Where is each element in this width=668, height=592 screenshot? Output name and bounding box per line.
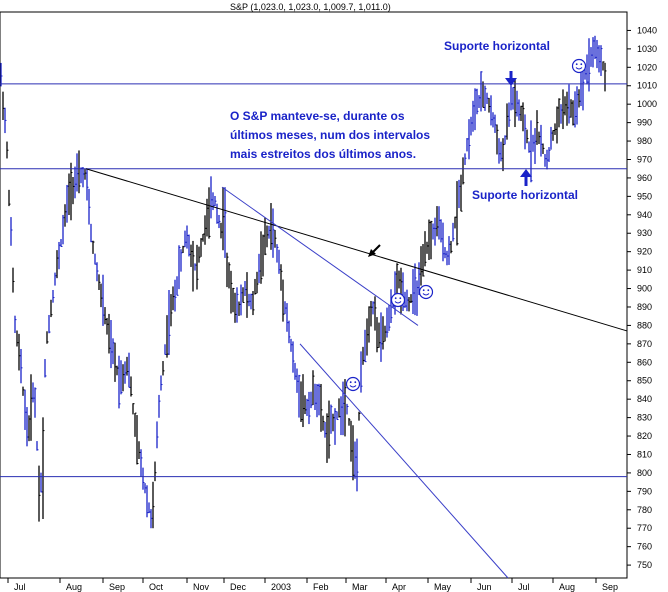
y-tick-label: 1040 [637, 25, 657, 35]
smiley-mouth [349, 385, 357, 388]
smiley-face [345, 376, 361, 392]
smiley-icon [390, 292, 406, 308]
smiley-face [390, 292, 406, 308]
smiley-mouth [422, 293, 430, 296]
y-tick-label: 760 [637, 542, 652, 552]
y-tick-label: 790 [637, 486, 652, 496]
y-tick-label: 990 [637, 118, 652, 128]
up-arrow-icon [520, 169, 532, 186]
x-tick-label: Sep [602, 582, 618, 592]
y-tick-label: 850 [637, 376, 652, 386]
y-tick-label: 780 [637, 505, 652, 515]
channel-trend-line [221, 186, 419, 326]
trend-lines [85, 168, 628, 579]
x-tick-label: Jun [477, 582, 492, 592]
y-tick-label: 810 [637, 449, 652, 459]
x-tick-label: 2003 [271, 582, 291, 592]
x-tick-label: Aug [559, 582, 575, 592]
y-tick-label: 830 [637, 413, 652, 423]
smiley-markers [345, 58, 587, 392]
x-tick-label: Nov [193, 582, 210, 592]
down-arrow-icon [505, 71, 517, 86]
x-tick-label: Jul [518, 582, 530, 592]
y-tick-label: 890 [637, 302, 652, 312]
smiley-face [418, 284, 434, 300]
smiley-eye [394, 297, 397, 300]
falling-trend-line [299, 343, 509, 579]
y-tick-label: 1000 [637, 99, 657, 109]
y-tick-label: 750 [637, 560, 652, 570]
x-tick-label: Feb [313, 582, 329, 592]
comment-line-2: últimos meses, num dos intervalos [230, 128, 430, 142]
y-tick-label: 910 [637, 265, 652, 275]
smiley-icon [571, 58, 587, 74]
smiley-icon [345, 376, 361, 392]
smiley-eye [575, 63, 578, 66]
chart-title: S&P (1,023.0, 1,023.0, 1,009.7, 1,011.0) [230, 2, 391, 12]
y-tick-label: 970 [637, 154, 652, 164]
x-tick-label: Jul [14, 582, 26, 592]
smiley-mouth [394, 301, 402, 304]
y-tick-label: 1030 [637, 44, 657, 54]
smiley-eye [354, 381, 357, 384]
y-tick-label: 1010 [637, 81, 657, 91]
y-tick-label: 950 [637, 191, 652, 201]
smiley-eye [399, 297, 402, 300]
diagonal-arrow-icon [368, 244, 381, 257]
y-tick-label: 870 [637, 339, 652, 349]
y-tick-label: 820 [637, 431, 652, 441]
y-tick-label: 920 [637, 247, 652, 257]
x-tick-label: Oct [149, 582, 164, 592]
x-tick-label: Mar [352, 582, 368, 592]
comment-line-1: O S&P manteve-se, durante os [230, 109, 405, 123]
smiley-mouth [575, 67, 583, 70]
y-tick-label: 840 [637, 394, 652, 404]
y-tick-label: 860 [637, 357, 652, 367]
x-tick-label: Dec [230, 582, 247, 592]
smiley-eye [422, 289, 425, 292]
price-bars [0, 35, 607, 529]
smiley-eye [427, 289, 430, 292]
y-tick-label: 960 [637, 173, 652, 183]
x-tick-label: Sep [109, 582, 125, 592]
x-tick-label: May [434, 582, 452, 592]
plot-frame [0, 11, 628, 579]
y-tick-label: 940 [637, 210, 652, 220]
smiley-face [571, 58, 587, 74]
smiley-eye [349, 381, 352, 384]
y-tick-label: 880 [637, 320, 652, 330]
y-tick-label: 930 [637, 228, 652, 238]
x-tick-label: Apr [392, 582, 406, 592]
x-axis: Jul Aug Sep Oct Nov Dec 2003 Feb Mar Apr May Jun Jul… [7, 578, 618, 592]
resistance-trend-line [85, 168, 628, 332]
y-tick-label: 800 [637, 468, 652, 478]
x-tick-label: Aug [66, 582, 82, 592]
bottom-support-label: Suporte horizontal [472, 188, 578, 202]
y-axis: 750 760 770 780 790 800 810 820 830 840 850 860 870 8… [627, 25, 657, 570]
top-support-label: Suporte horizontal [444, 39, 550, 53]
smiley-icon [418, 284, 434, 300]
y-tick-label: 900 [637, 284, 652, 294]
smiley-eye [580, 63, 583, 66]
y-tick-label: 980 [637, 136, 652, 146]
comment-line-3: mais estreitos dos últimos anos. [230, 147, 416, 161]
support-lines [0, 83, 627, 478]
y-tick-label: 770 [637, 523, 652, 533]
y-tick-label: 1020 [637, 62, 657, 72]
